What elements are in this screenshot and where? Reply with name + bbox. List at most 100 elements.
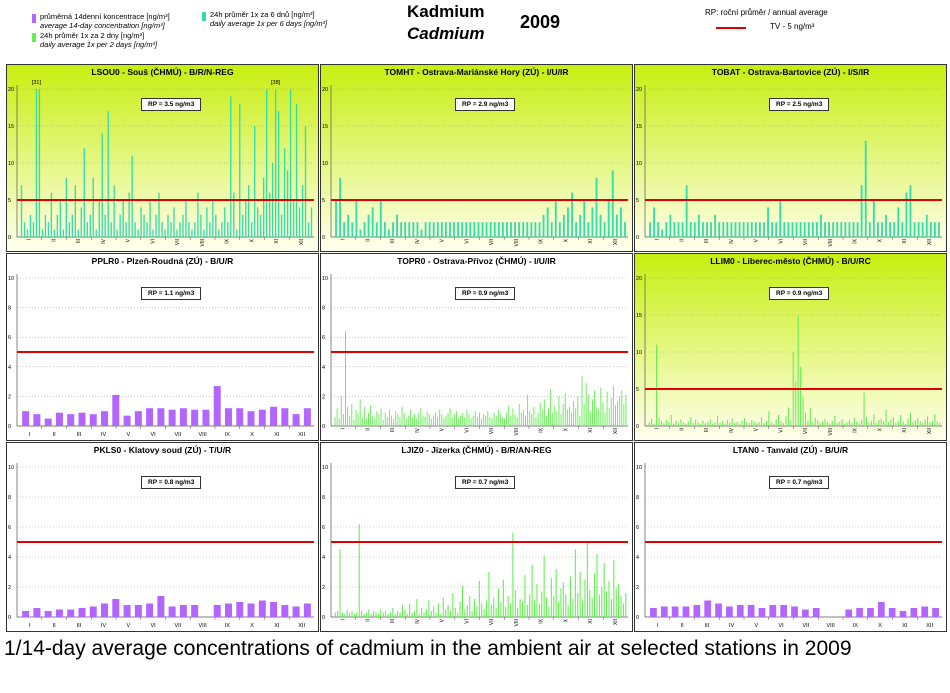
data-bar bbox=[143, 214, 145, 237]
annual-average-box: RP = 0.9 ng/m3 bbox=[455, 287, 516, 300]
y-tick-label: 0 bbox=[8, 615, 11, 621]
month-label: XII bbox=[298, 432, 305, 438]
data-bar bbox=[939, 423, 941, 426]
month-label: I bbox=[341, 619, 347, 620]
data-bar bbox=[587, 394, 589, 426]
month-label: XII bbox=[299, 239, 305, 245]
data-bar bbox=[387, 614, 389, 617]
data-bar bbox=[394, 614, 396, 617]
y-tick-label: 5 bbox=[636, 198, 639, 204]
data-bar bbox=[714, 214, 717, 237]
month-label: XII bbox=[927, 428, 933, 434]
data-bar bbox=[86, 222, 88, 237]
data-bar bbox=[218, 229, 220, 237]
month-label: VII bbox=[803, 428, 809, 434]
data-bar bbox=[506, 412, 508, 426]
data-bar bbox=[363, 222, 366, 237]
data-bar bbox=[880, 418, 882, 426]
data-bar bbox=[734, 423, 736, 426]
y-tick-label: 4 bbox=[322, 365, 325, 371]
y-tick-label: 10 bbox=[322, 465, 328, 471]
data-bar bbox=[270, 406, 278, 426]
data-bar bbox=[258, 409, 266, 426]
month-label: XII bbox=[613, 239, 619, 245]
data-bar bbox=[718, 222, 721, 237]
data-bar bbox=[550, 578, 552, 617]
data-bar bbox=[347, 406, 349, 426]
data-bar bbox=[562, 403, 564, 426]
month-label: VI bbox=[779, 623, 785, 629]
y-tick-label: 0 bbox=[322, 615, 325, 621]
data-bar bbox=[161, 222, 163, 237]
month-label: VII bbox=[175, 239, 181, 245]
data-bar bbox=[188, 222, 190, 237]
data-bar bbox=[336, 408, 338, 426]
data-bar bbox=[751, 420, 753, 426]
data-bar bbox=[901, 222, 904, 237]
data-bar bbox=[741, 420, 743, 426]
data-bar bbox=[722, 222, 725, 237]
data-bar bbox=[152, 229, 154, 237]
data-bar bbox=[378, 414, 380, 426]
data-bar bbox=[538, 222, 541, 237]
data-bar bbox=[134, 222, 136, 237]
data-bar bbox=[680, 419, 682, 426]
data-bar bbox=[717, 415, 719, 426]
month-label: VII bbox=[803, 623, 810, 629]
data-bar bbox=[909, 412, 912, 426]
chart-background bbox=[635, 254, 946, 440]
month-label: IV bbox=[415, 238, 421, 243]
data-bar bbox=[877, 222, 879, 237]
chart-title: LJIZ0 - Jizerka (ČHMÚ) - B/R/AN-REG bbox=[401, 445, 552, 455]
data-bar bbox=[738, 222, 741, 237]
data-bar bbox=[89, 214, 91, 237]
data-bar bbox=[675, 420, 677, 426]
data-bar bbox=[585, 383, 587, 426]
data-bar bbox=[421, 608, 423, 617]
data-bar bbox=[508, 405, 510, 426]
month-label: IV bbox=[729, 238, 735, 243]
data-bar bbox=[59, 200, 62, 237]
chart-title: TOBAT - Ostrava-Bartovice (ZÚ) - I/S/IR bbox=[711, 67, 870, 77]
data-bar bbox=[753, 421, 755, 426]
data-bar bbox=[358, 524, 360, 617]
month-label: II bbox=[679, 239, 685, 242]
data-bar bbox=[466, 605, 468, 617]
data-bar bbox=[89, 606, 97, 617]
data-bar bbox=[795, 381, 797, 426]
data-bar bbox=[374, 418, 376, 426]
annual-average-box: RP = 0.8 ng/m3 bbox=[141, 476, 202, 489]
y-tick-label: 0 bbox=[636, 424, 639, 430]
y-tick-label: 5 bbox=[636, 387, 639, 393]
data-bar bbox=[558, 222, 561, 237]
data-bar bbox=[746, 222, 749, 237]
data-bar bbox=[506, 222, 508, 237]
data-bar bbox=[599, 214, 602, 237]
data-bar bbox=[583, 200, 586, 237]
figure-caption: 1/14-day average concentrations of cadmi… bbox=[4, 637, 852, 660]
month-label: IV bbox=[415, 618, 421, 623]
data-bar bbox=[464, 417, 466, 426]
data-bar bbox=[568, 406, 570, 426]
data-bar bbox=[814, 417, 816, 426]
data-bar bbox=[812, 608, 820, 617]
data-bar bbox=[615, 214, 618, 237]
data-bar bbox=[677, 423, 680, 426]
data-bar bbox=[836, 222, 839, 237]
data-bar bbox=[550, 222, 553, 237]
data-bar bbox=[756, 423, 758, 426]
y-tick-label: 4 bbox=[636, 555, 639, 561]
data-bar bbox=[517, 608, 519, 617]
data-bar bbox=[497, 409, 499, 426]
data-bar bbox=[382, 612, 384, 617]
data-bar bbox=[721, 421, 724, 426]
y-tick-label: 20 bbox=[636, 276, 642, 282]
data-bar bbox=[677, 222, 680, 237]
month-label: IX bbox=[853, 623, 859, 629]
data-bar bbox=[787, 222, 790, 237]
data-bar bbox=[83, 148, 85, 237]
month-label: VI bbox=[464, 428, 470, 433]
data-bar bbox=[769, 605, 777, 617]
data-bar bbox=[623, 403, 625, 426]
